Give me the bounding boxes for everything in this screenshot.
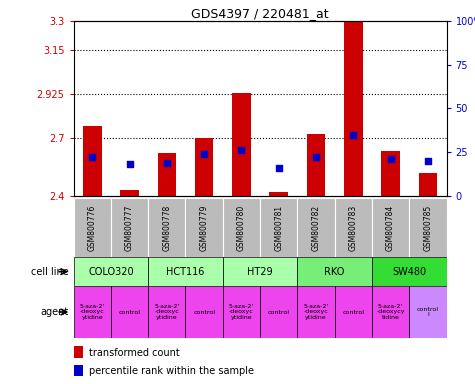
Text: percentile rank within the sample: percentile rank within the sample	[88, 366, 254, 376]
Bar	[260, 198, 297, 257]
Bar	[148, 257, 223, 286]
Title: GDS4397 / 220481_at: GDS4397 / 220481_at	[191, 7, 329, 20]
Bar	[223, 257, 297, 286]
Bar	[223, 286, 260, 338]
Text: GSM800776: GSM800776	[88, 204, 97, 251]
Text: RKO: RKO	[324, 266, 345, 277]
Bar	[148, 286, 185, 338]
Text: control
l: control l	[417, 306, 439, 318]
Text: HCT116: HCT116	[166, 266, 205, 277]
Text: GSM800781: GSM800781	[274, 204, 283, 251]
Bar	[297, 257, 372, 286]
Point	[200, 151, 208, 157]
Text: GSM800785: GSM800785	[423, 204, 432, 251]
Text: GSM800778: GSM800778	[162, 204, 171, 251]
Bar	[344, 21, 362, 196]
Text: GSM800777: GSM800777	[125, 204, 134, 251]
Bar	[120, 190, 139, 196]
Bar	[148, 198, 185, 257]
Text: 5-aza-2'
-deoxyc
ytidine: 5-aza-2' -deoxyc ytidine	[229, 304, 254, 320]
Point	[387, 156, 394, 162]
Point	[312, 154, 320, 161]
Bar	[111, 198, 148, 257]
Text: 5-aza-2'
-deoxycy
tidine: 5-aza-2' -deoxycy tidine	[376, 304, 405, 320]
Bar	[297, 198, 335, 257]
Bar	[195, 137, 213, 196]
Text: GSM800782: GSM800782	[312, 204, 321, 251]
Text: GSM800779: GSM800779	[200, 204, 209, 251]
Text: HT29: HT29	[247, 266, 273, 277]
Bar	[74, 198, 111, 257]
Bar	[372, 198, 409, 257]
Bar	[334, 198, 372, 257]
Point	[275, 165, 283, 171]
Point	[238, 147, 245, 154]
Text: control: control	[193, 310, 215, 314]
Point	[350, 132, 357, 138]
Bar	[418, 172, 437, 196]
Bar	[74, 286, 111, 338]
Text: COLO320: COLO320	[88, 266, 134, 277]
Bar	[307, 134, 325, 196]
Text: 5-aza-2'
-deoxyc
ytidine: 5-aza-2' -deoxyc ytidine	[154, 304, 180, 320]
Bar	[260, 286, 297, 338]
Bar	[409, 286, 446, 338]
Point	[163, 160, 171, 166]
Bar	[372, 286, 409, 338]
Bar	[269, 192, 288, 196]
Bar	[372, 257, 446, 286]
Bar	[83, 126, 102, 196]
Text: transformed count: transformed count	[88, 348, 179, 358]
Text: GSM800783: GSM800783	[349, 204, 358, 251]
Point	[88, 154, 96, 161]
Bar	[185, 198, 223, 257]
Text: SW480: SW480	[392, 266, 426, 277]
Bar	[297, 286, 335, 338]
Text: control: control	[119, 310, 141, 314]
Bar	[158, 153, 176, 196]
Text: GSM800780: GSM800780	[237, 204, 246, 251]
Text: 5-aza-2'
-deoxyc
ytidine: 5-aza-2' -deoxyc ytidine	[80, 304, 105, 320]
Bar	[409, 198, 446, 257]
Point	[424, 158, 432, 164]
Bar	[381, 151, 400, 196]
Bar	[232, 93, 251, 196]
Bar	[334, 286, 372, 338]
Text: control: control	[342, 310, 364, 314]
Text: agent: agent	[41, 307, 69, 317]
Bar	[223, 198, 260, 257]
Text: 5-aza-2'
-deoxyc
ytidine: 5-aza-2' -deoxyc ytidine	[304, 304, 329, 320]
Bar	[111, 286, 148, 338]
Bar	[185, 286, 223, 338]
Bar	[74, 365, 83, 376]
Bar	[74, 257, 148, 286]
Text: GSM800784: GSM800784	[386, 204, 395, 251]
Bar	[74, 346, 83, 358]
Point	[126, 161, 133, 167]
Text: control: control	[268, 310, 290, 314]
Text: cell line: cell line	[31, 266, 69, 277]
